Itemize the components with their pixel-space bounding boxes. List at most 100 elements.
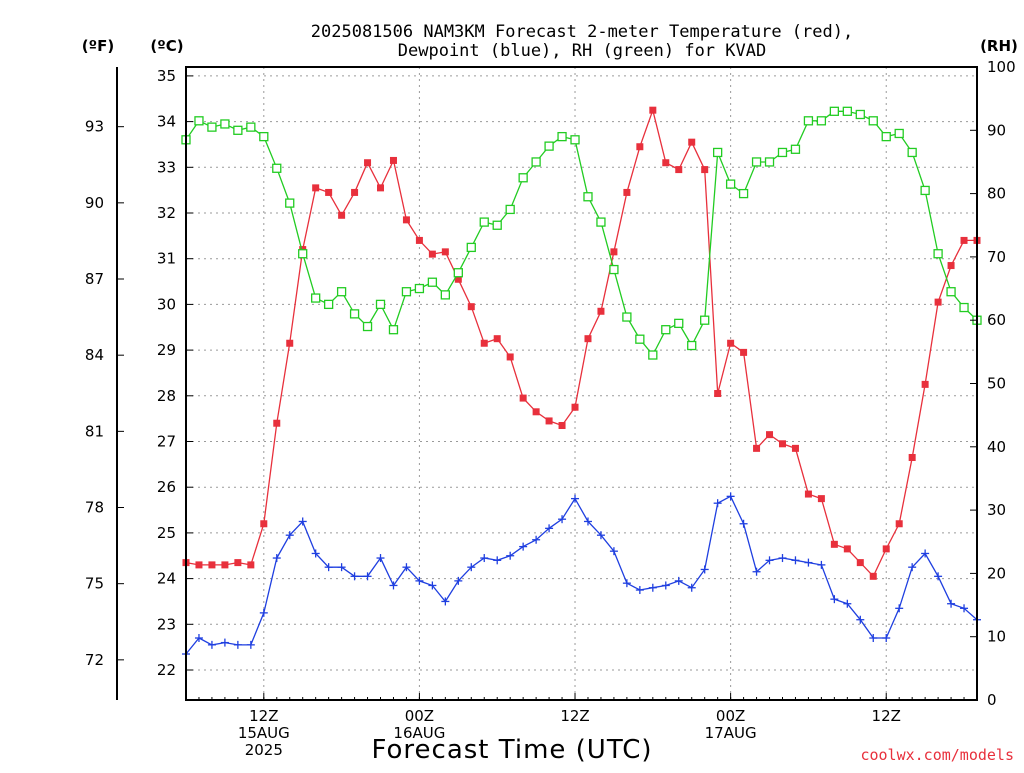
temperature-point xyxy=(753,444,761,452)
dewpoint-point xyxy=(337,563,346,572)
dewpoint-series xyxy=(182,492,981,659)
dewpoint-point xyxy=(259,608,268,617)
dewpoint-point xyxy=(415,576,424,585)
temperature-point xyxy=(532,408,540,416)
dewpoint-point xyxy=(506,551,515,560)
temperature-point xyxy=(415,236,423,244)
dewpoint-point xyxy=(687,583,696,592)
dewpoint-point xyxy=(609,547,618,556)
dewpoint-point xyxy=(921,549,930,558)
temperature-point xyxy=(441,248,449,256)
rh-point xyxy=(855,109,865,120)
dewpoint-point xyxy=(856,615,865,624)
rh-point xyxy=(661,325,671,335)
rh-point xyxy=(674,318,684,329)
dewpoint-point xyxy=(947,599,956,608)
rh-point xyxy=(751,157,762,167)
rh-point xyxy=(388,325,399,335)
dewpoint-point xyxy=(194,634,203,643)
rh-point xyxy=(492,220,502,230)
rh-point xyxy=(427,277,438,287)
temperature-point xyxy=(895,520,903,528)
rh-point xyxy=(311,293,321,303)
rh-point xyxy=(713,147,723,158)
rh-tick-label: 10 xyxy=(987,628,1006,646)
celsius-tick-label: 27 xyxy=(157,433,176,451)
celsius-tick-label: 26 xyxy=(157,478,176,496)
dewpoint-point xyxy=(739,519,748,528)
rh-point xyxy=(570,135,580,145)
rh-tick-label: 70 xyxy=(987,248,1006,266)
temperature-point xyxy=(869,572,877,580)
dewpoint-point xyxy=(726,492,735,501)
temperature-point xyxy=(234,559,242,567)
rh-point xyxy=(777,147,788,158)
rh-point xyxy=(285,198,295,208)
rh-point xyxy=(829,106,840,116)
temperature-point xyxy=(649,106,657,114)
temperature-point xyxy=(195,561,203,569)
dewpoint-point xyxy=(571,494,580,503)
celsius-tick-label: 28 xyxy=(157,387,176,405)
rh-point xyxy=(816,116,827,126)
rh-series xyxy=(181,106,982,360)
rh-point xyxy=(349,309,360,319)
rh-tick-label: 20 xyxy=(987,564,1006,582)
rh-point xyxy=(648,350,658,360)
rh-tick-label: 80 xyxy=(987,185,1006,203)
dewpoint-point xyxy=(441,597,450,606)
celsius-tick-label: 31 xyxy=(157,250,176,268)
rh-tick-label: 100 xyxy=(987,58,1016,76)
dewpoint-point xyxy=(908,563,917,572)
rh-point xyxy=(272,163,282,173)
dewpoint-point xyxy=(233,640,242,649)
temperature-point xyxy=(467,303,475,311)
temperature-point xyxy=(817,495,825,503)
rh-point xyxy=(725,179,736,189)
rh-point xyxy=(298,249,308,259)
dewpoint-point xyxy=(635,586,644,595)
rh-point xyxy=(738,188,749,199)
rh-point xyxy=(687,340,697,351)
dewpoint-point xyxy=(402,563,411,572)
dewpoint-point xyxy=(428,581,437,590)
temperature-point xyxy=(623,188,631,196)
celsius-tick-label: 35 xyxy=(157,67,176,85)
rh-point xyxy=(531,157,541,167)
dewpoint-point xyxy=(467,563,476,572)
dewpoint-point xyxy=(622,579,631,588)
dewpoint-point xyxy=(493,556,502,565)
rh-tick-label: 60 xyxy=(987,311,1006,329)
dewpoint-point xyxy=(207,640,216,649)
temperature-point xyxy=(830,540,838,548)
temperature-point xyxy=(558,422,566,430)
temperature-point xyxy=(454,275,462,283)
rh-point xyxy=(466,242,476,253)
rh-line xyxy=(185,110,978,357)
rh-point xyxy=(505,204,515,215)
dewpoint-point xyxy=(285,531,294,540)
temperature-point xyxy=(364,159,372,167)
dewpoint-point xyxy=(752,567,761,576)
dewpoint-point xyxy=(558,515,567,524)
fahrenheit-tick-label: 84 xyxy=(85,346,104,364)
temperature-point xyxy=(947,262,955,270)
temperature-point xyxy=(610,248,618,256)
rh-tick-label: 90 xyxy=(987,121,1006,139)
dewpoint-point xyxy=(220,638,229,647)
rh-tick-label: 40 xyxy=(987,438,1006,456)
temperature-point xyxy=(208,561,216,569)
temperature-point xyxy=(727,339,735,347)
rh-point xyxy=(375,299,386,310)
dewpoint-point xyxy=(661,581,670,590)
dewpoint-point xyxy=(882,634,891,643)
dewpoint-point xyxy=(648,583,657,592)
time-tick-label: 17AUG xyxy=(705,724,757,742)
temperature-point xyxy=(286,339,294,347)
temperature-point xyxy=(519,394,527,402)
dewpoint-point xyxy=(596,531,605,540)
rh-point xyxy=(596,217,606,227)
rh-point xyxy=(946,287,956,297)
time-tick-label: 00Z xyxy=(716,707,745,725)
